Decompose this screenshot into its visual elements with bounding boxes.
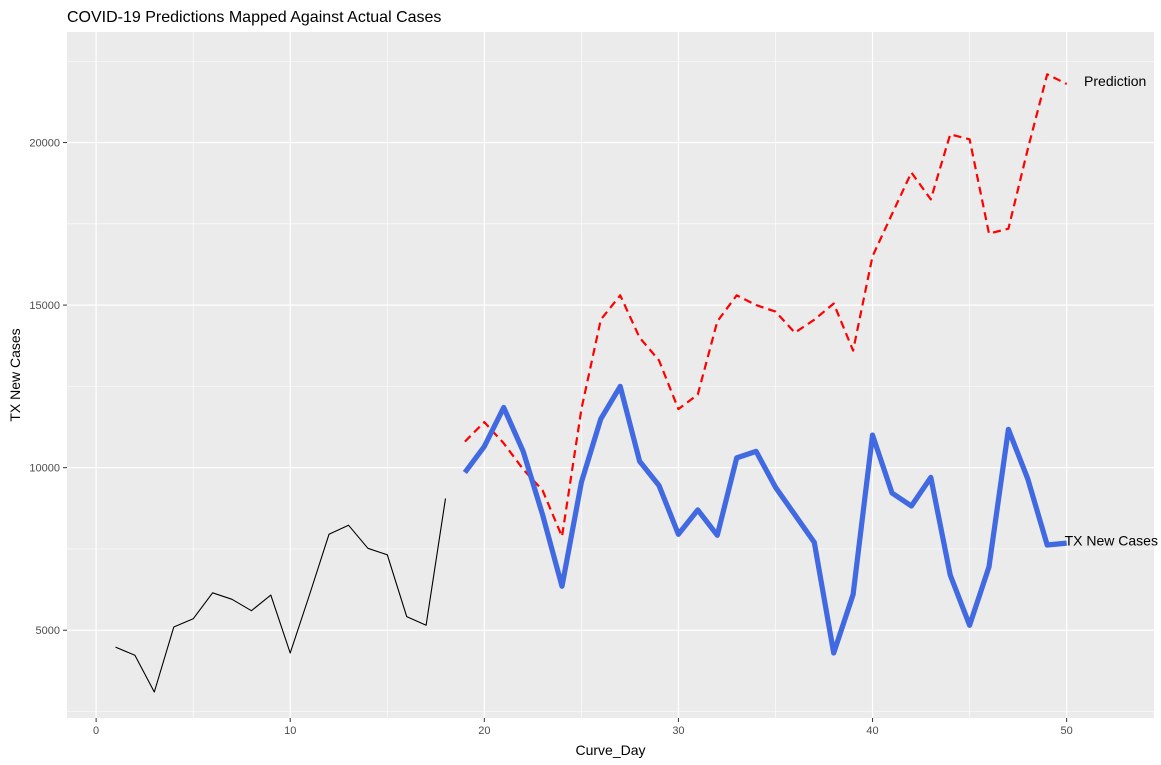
- axis-ticks: [63, 142, 1068, 722]
- x-tick-label: 10: [284, 725, 296, 737]
- x-tick-label: 40: [866, 725, 878, 737]
- major-gridlines: [67, 32, 1154, 718]
- series-line-2: [464, 73, 1068, 538]
- series-line-3: [462, 383, 1067, 656]
- x-tick-label: 50: [1061, 725, 1073, 737]
- y-tick-label: 15000: [29, 300, 60, 312]
- y-tick-label: 20000: [29, 138, 60, 150]
- y-tick-label: 10000: [29, 463, 60, 475]
- tick-labels: 0 10 20 30 40 50 5000 10000 15000 20000: [29, 138, 1072, 737]
- series-annotation-1: Prediction: [1084, 73, 1146, 89]
- series-annotation-2: TX New Cases: [1065, 532, 1158, 548]
- annotation-layer: Prediction TX New Cases: [1065, 73, 1158, 549]
- y-tick-label: 5000: [36, 625, 60, 637]
- x-tick-label: 20: [478, 725, 490, 737]
- chart-title: COVID-19 Predictions Mapped Against Actu…: [67, 9, 441, 26]
- series-layer: [115, 73, 1068, 693]
- series-line-1: [115, 498, 447, 693]
- minor-gridlines: [67, 32, 1154, 718]
- y-axis-title: TX New Cases: [7, 328, 23, 421]
- x-tick-label: 0: [93, 725, 99, 737]
- x-tick-label: 30: [672, 725, 684, 737]
- plot-panel: [67, 32, 1154, 718]
- x-axis-title: Curve_Day: [575, 742, 645, 758]
